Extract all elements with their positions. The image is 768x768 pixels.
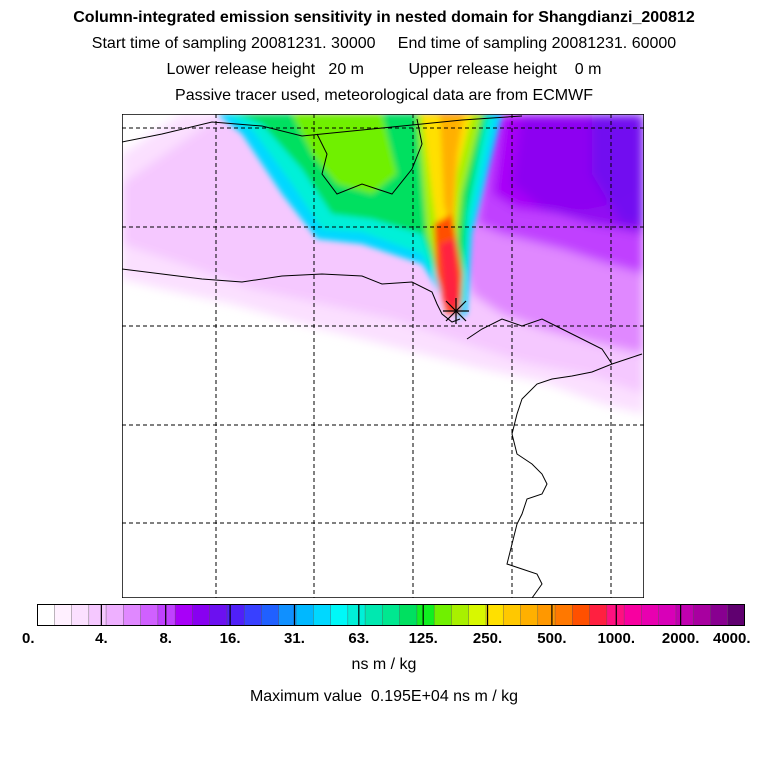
colorbar-swatch xyxy=(693,604,712,626)
colorbar-swatch xyxy=(451,604,470,626)
colorbar-swatch xyxy=(330,604,349,626)
colorbar-tick-label: 2000. xyxy=(661,630,700,647)
colorbar-tick-label: 4. xyxy=(95,630,108,647)
colorbar-swatch xyxy=(71,604,90,626)
colorbar-swatch xyxy=(485,604,504,626)
colorbar-swatch xyxy=(88,604,107,626)
colorbar-swatch xyxy=(175,604,194,626)
colorbar-tick-label: 8. xyxy=(159,630,172,647)
colorbar-swatch xyxy=(727,604,745,626)
colorbar-swatch xyxy=(537,604,556,626)
colorbar-swatch xyxy=(192,604,211,626)
colorbar-swatch xyxy=(434,604,453,626)
colorbar-swatch xyxy=(226,604,245,626)
colorbar-swatch xyxy=(399,604,418,626)
colorbar-swatch xyxy=(468,604,487,626)
colorbar-swatch xyxy=(624,604,642,626)
sensitivity-field xyxy=(122,114,644,414)
colorbar xyxy=(37,604,745,626)
colorbar-swatch xyxy=(123,604,142,626)
colorbar-tick-label: 4000. xyxy=(713,630,751,647)
colorbar-swatch xyxy=(710,604,729,626)
colorbar-swatch xyxy=(520,604,539,626)
colorbar-swatch xyxy=(54,604,73,626)
colorbar-swatch xyxy=(140,604,159,626)
colorbar-tick-label: 0. xyxy=(22,630,35,647)
tracer-info: Passive tracer used, meteorological data… xyxy=(175,87,593,104)
colorbar-swatch xyxy=(261,604,280,626)
colorbar-swatch xyxy=(416,604,435,626)
lat-lon-grid xyxy=(122,114,644,598)
release-heights: Lower release height 20 m Upper release … xyxy=(166,61,602,78)
plume xyxy=(217,114,502,319)
receptor-marker xyxy=(443,298,469,324)
colorbar-swatch xyxy=(313,604,332,626)
sensitivity-map xyxy=(122,114,644,598)
colorbar-swatch xyxy=(37,604,55,626)
maximum-value: Maximum value 0.195E+04 ns m / kg xyxy=(249,688,519,705)
colorbar-swatch xyxy=(244,604,263,626)
colorbar-swatch xyxy=(555,604,573,626)
colorbar-swatch xyxy=(382,604,401,626)
colorbar-tick-label: 250. xyxy=(472,630,503,647)
colorbar-tick-label: 125. xyxy=(408,630,438,647)
colorbar-tick-label: 500. xyxy=(537,630,567,647)
colorbar-swatch xyxy=(278,604,297,626)
colorbar-swatch xyxy=(209,604,228,626)
colorbar-tick-label: 16. xyxy=(219,630,241,647)
colorbar-swatch xyxy=(675,604,694,626)
colorbar-swatch xyxy=(503,604,522,626)
colorbar-units: ns m / kg xyxy=(351,656,417,673)
colorbar-swatch xyxy=(347,604,366,626)
colorbar-swatch xyxy=(641,604,660,626)
colorbar-tick-label: 63. xyxy=(348,630,370,647)
colorbar-swatch xyxy=(106,604,124,626)
colorbar-frame xyxy=(37,604,745,626)
coastlines xyxy=(122,115,643,598)
colorbar-swatch xyxy=(296,604,314,626)
colorbar-swatch xyxy=(658,604,677,626)
plot-title: Column-integrated emission sensitivity i… xyxy=(73,9,695,26)
colorbar-swatch xyxy=(365,604,383,626)
colorbar-tick-label: 1000. xyxy=(597,630,636,647)
colorbar-swatch xyxy=(157,604,176,626)
colorbar-swatch xyxy=(589,604,608,626)
colorbar-swatch xyxy=(572,604,591,626)
sampling-times: Start time of sampling 20081231. 30000 E… xyxy=(91,35,677,52)
colorbar-tick-label: 31. xyxy=(284,630,305,647)
